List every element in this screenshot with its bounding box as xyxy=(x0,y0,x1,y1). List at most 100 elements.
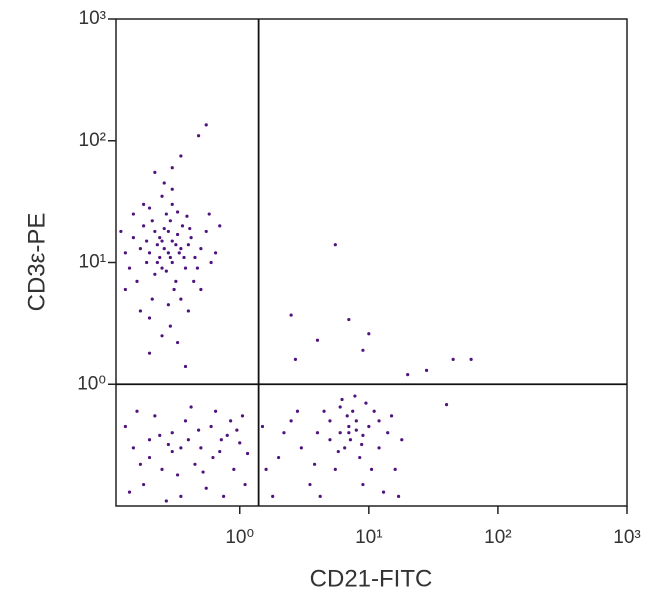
event-dot xyxy=(367,332,371,336)
event-dot xyxy=(164,499,168,503)
event-dot xyxy=(185,214,189,218)
event-dot xyxy=(372,409,376,413)
event-dot xyxy=(150,297,154,301)
event-dot xyxy=(145,239,149,243)
event-dot xyxy=(158,236,162,240)
event-dot xyxy=(162,181,166,185)
event-dot xyxy=(377,446,381,450)
event-dot xyxy=(195,266,200,270)
event-dot xyxy=(193,255,197,260)
event-dot xyxy=(188,226,192,231)
event-dot xyxy=(295,409,300,413)
event-dot xyxy=(147,251,152,255)
y-tick-label: 10⁰ xyxy=(77,373,106,394)
event-dot xyxy=(170,449,174,454)
event-dot xyxy=(353,394,357,398)
event-dot xyxy=(229,419,233,423)
event-dot xyxy=(333,243,337,247)
event-dot xyxy=(155,260,159,265)
event-dot xyxy=(347,317,351,322)
event-dot xyxy=(245,451,250,456)
event-dot xyxy=(400,438,404,442)
event-dot xyxy=(168,219,172,223)
event-dot xyxy=(277,455,281,460)
event-dot xyxy=(209,424,213,429)
plot-frame xyxy=(115,18,628,507)
event-dot xyxy=(155,243,159,247)
event-dot xyxy=(164,212,168,216)
event-dot xyxy=(240,414,245,418)
event-dot xyxy=(158,433,162,438)
event-dot xyxy=(131,212,135,216)
y-tick-label: 10³ xyxy=(79,8,106,29)
event-dot xyxy=(193,462,197,466)
event-dot xyxy=(175,473,180,477)
event-dot xyxy=(168,324,172,328)
event-dot xyxy=(213,251,218,255)
event-dot xyxy=(219,438,223,442)
event-dot xyxy=(204,229,208,234)
event-dot xyxy=(209,260,213,265)
event-dot xyxy=(162,226,166,231)
event-dot xyxy=(142,482,146,487)
event-dot xyxy=(147,455,152,460)
event-dot xyxy=(192,279,196,283)
event-dot xyxy=(218,224,222,228)
event-dot xyxy=(175,210,180,214)
event-dot xyxy=(160,239,164,243)
event-dot xyxy=(170,239,174,243)
event-dot xyxy=(177,251,181,255)
event-dot xyxy=(406,373,410,377)
event-dot xyxy=(333,467,337,471)
event-dot xyxy=(260,424,265,429)
event-dot xyxy=(347,431,351,435)
event-dot xyxy=(145,260,149,265)
event-dot xyxy=(338,431,342,435)
event-dot xyxy=(396,494,401,498)
y-tick-label: 10¹ xyxy=(79,252,106,273)
event-dot xyxy=(153,170,157,174)
event-dot xyxy=(381,490,386,494)
event-dot xyxy=(367,424,371,429)
event-dot xyxy=(170,431,174,435)
event-dot xyxy=(348,438,353,442)
event-dot xyxy=(338,405,342,409)
event-dot xyxy=(322,409,326,413)
event-dot xyxy=(393,467,397,471)
event-dot xyxy=(179,446,183,450)
event-dot xyxy=(282,431,286,435)
event-dot xyxy=(170,166,174,170)
event-dot xyxy=(196,428,201,432)
event-dot xyxy=(189,405,193,409)
event-dot xyxy=(199,247,203,251)
event-dot xyxy=(389,414,394,418)
event-dot xyxy=(361,482,365,487)
event-dot xyxy=(354,419,358,423)
event-dot xyxy=(127,490,132,494)
event-dot xyxy=(150,219,154,223)
event-dot xyxy=(354,428,358,432)
event-dot xyxy=(360,442,364,447)
event-dot xyxy=(135,279,139,283)
event-dot xyxy=(174,243,178,247)
event-dot xyxy=(235,428,239,432)
y-axis-label: CD3ε-PE xyxy=(23,213,50,312)
event-dot xyxy=(196,134,201,138)
event-dot xyxy=(147,438,152,442)
event-dot xyxy=(170,202,174,207)
event-dot xyxy=(168,255,172,260)
event-dot xyxy=(183,364,188,369)
event-dot xyxy=(218,449,222,454)
event-dot xyxy=(179,494,183,498)
event-dot xyxy=(377,419,381,423)
event-dot xyxy=(186,309,190,313)
x-axis-label: CD21-FITC xyxy=(310,565,433,592)
event-dot xyxy=(199,446,203,450)
event-dot xyxy=(123,287,127,292)
event-dot xyxy=(147,351,152,355)
event-dot xyxy=(131,446,135,450)
event-dot xyxy=(340,397,344,402)
event-dot xyxy=(123,424,127,429)
